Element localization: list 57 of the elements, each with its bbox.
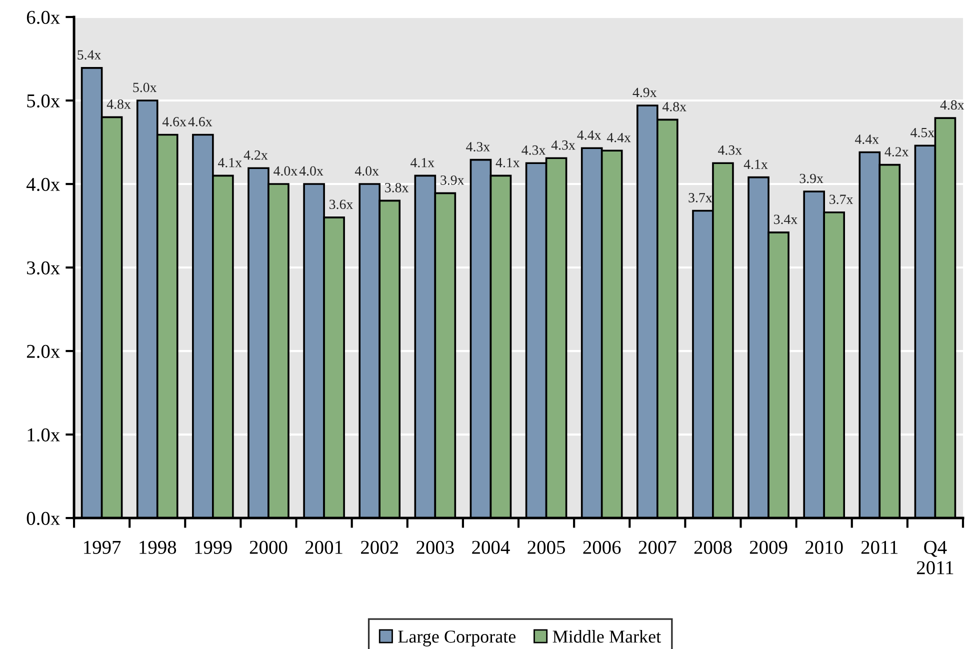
data-label: 3.9x — [800, 174, 824, 184]
x-tick-label: 2007 — [638, 540, 676, 554]
x-tick-label: 1999 — [195, 540, 232, 554]
x-tick-label: 2001 — [305, 540, 342, 554]
data-label: 3.8x — [385, 182, 409, 192]
x-tick-label: 2008 — [694, 540, 732, 554]
data-label: 3.9x — [440, 175, 464, 185]
data-label: 4.1x — [410, 158, 434, 168]
legend-label: Large Corporate — [398, 630, 516, 646]
data-label: 4.0x — [299, 166, 324, 176]
data-label: 4.4x — [606, 132, 631, 142]
y-tick-label: 2.0x — [26, 344, 60, 358]
data-label: 4.5x — [910, 128, 934, 138]
x-tick-label: 2000 — [250, 540, 288, 554]
data-label: 4.2x — [244, 150, 268, 160]
data-label: 4.0x — [354, 166, 379, 176]
data-label: 4.6x — [188, 117, 212, 126]
x-tick-label: Q4 2011 — [916, 540, 954, 574]
y-tick-label: 4.0x — [26, 178, 60, 192]
x-tick-label: 2004 — [472, 540, 510, 554]
x-tick-label: 1998 — [140, 540, 176, 554]
data-label: 3.7x — [830, 194, 854, 204]
y-tick-label: 0.0x — [26, 512, 60, 526]
data-label: 4.6x — [162, 117, 186, 126]
data-label: 4.0x — [274, 166, 298, 176]
y-tick-label: 1.0x — [28, 428, 60, 442]
data-label: 3.6x — [330, 200, 353, 210]
y-tick-label: 5.0x — [27, 94, 60, 108]
data-label: 4.2x — [884, 147, 909, 156]
data-label: 4.3x — [466, 142, 490, 152]
x-tick-label: 2002 — [361, 540, 398, 554]
data-label: 4.4x — [577, 130, 602, 140]
data-label: 4.8x — [662, 102, 686, 112]
data-label: 5.4x — [78, 50, 102, 60]
legend-label: Middle Market — [552, 630, 661, 643]
data-label: 4.4x — [854, 134, 879, 144]
data-label: 4.8x — [940, 100, 964, 110]
data-label: 4.3x — [718, 145, 742, 155]
data-label: 4.1x — [496, 158, 520, 168]
data-label: 4.9x — [632, 88, 657, 98]
x-tick-label: 2006 — [583, 540, 621, 554]
x-tick-label: 1997 — [84, 540, 121, 554]
data-label: 4.1x — [744, 160, 768, 170]
data-label: 4.8x — [106, 99, 131, 109]
x-tick-label: 2003 — [416, 540, 454, 554]
x-tick-label: 2010 — [806, 540, 843, 554]
data-label: 3.4x — [774, 214, 798, 224]
x-tick-label: 2009 — [750, 540, 788, 554]
data-label: 5.0x — [133, 82, 157, 92]
data-label: 3.7x — [688, 193, 712, 202]
y-tick-label: 3.0x — [27, 261, 60, 275]
x-tick-label: 2011 — [861, 540, 898, 554]
x-tick-label: 2005 — [528, 540, 565, 554]
y-tick-label: 6.0x — [26, 10, 60, 24]
data-label: 4.3x — [551, 140, 576, 150]
data-label: 4.1x — [218, 158, 242, 168]
data-label: 4.3x — [522, 145, 546, 155]
